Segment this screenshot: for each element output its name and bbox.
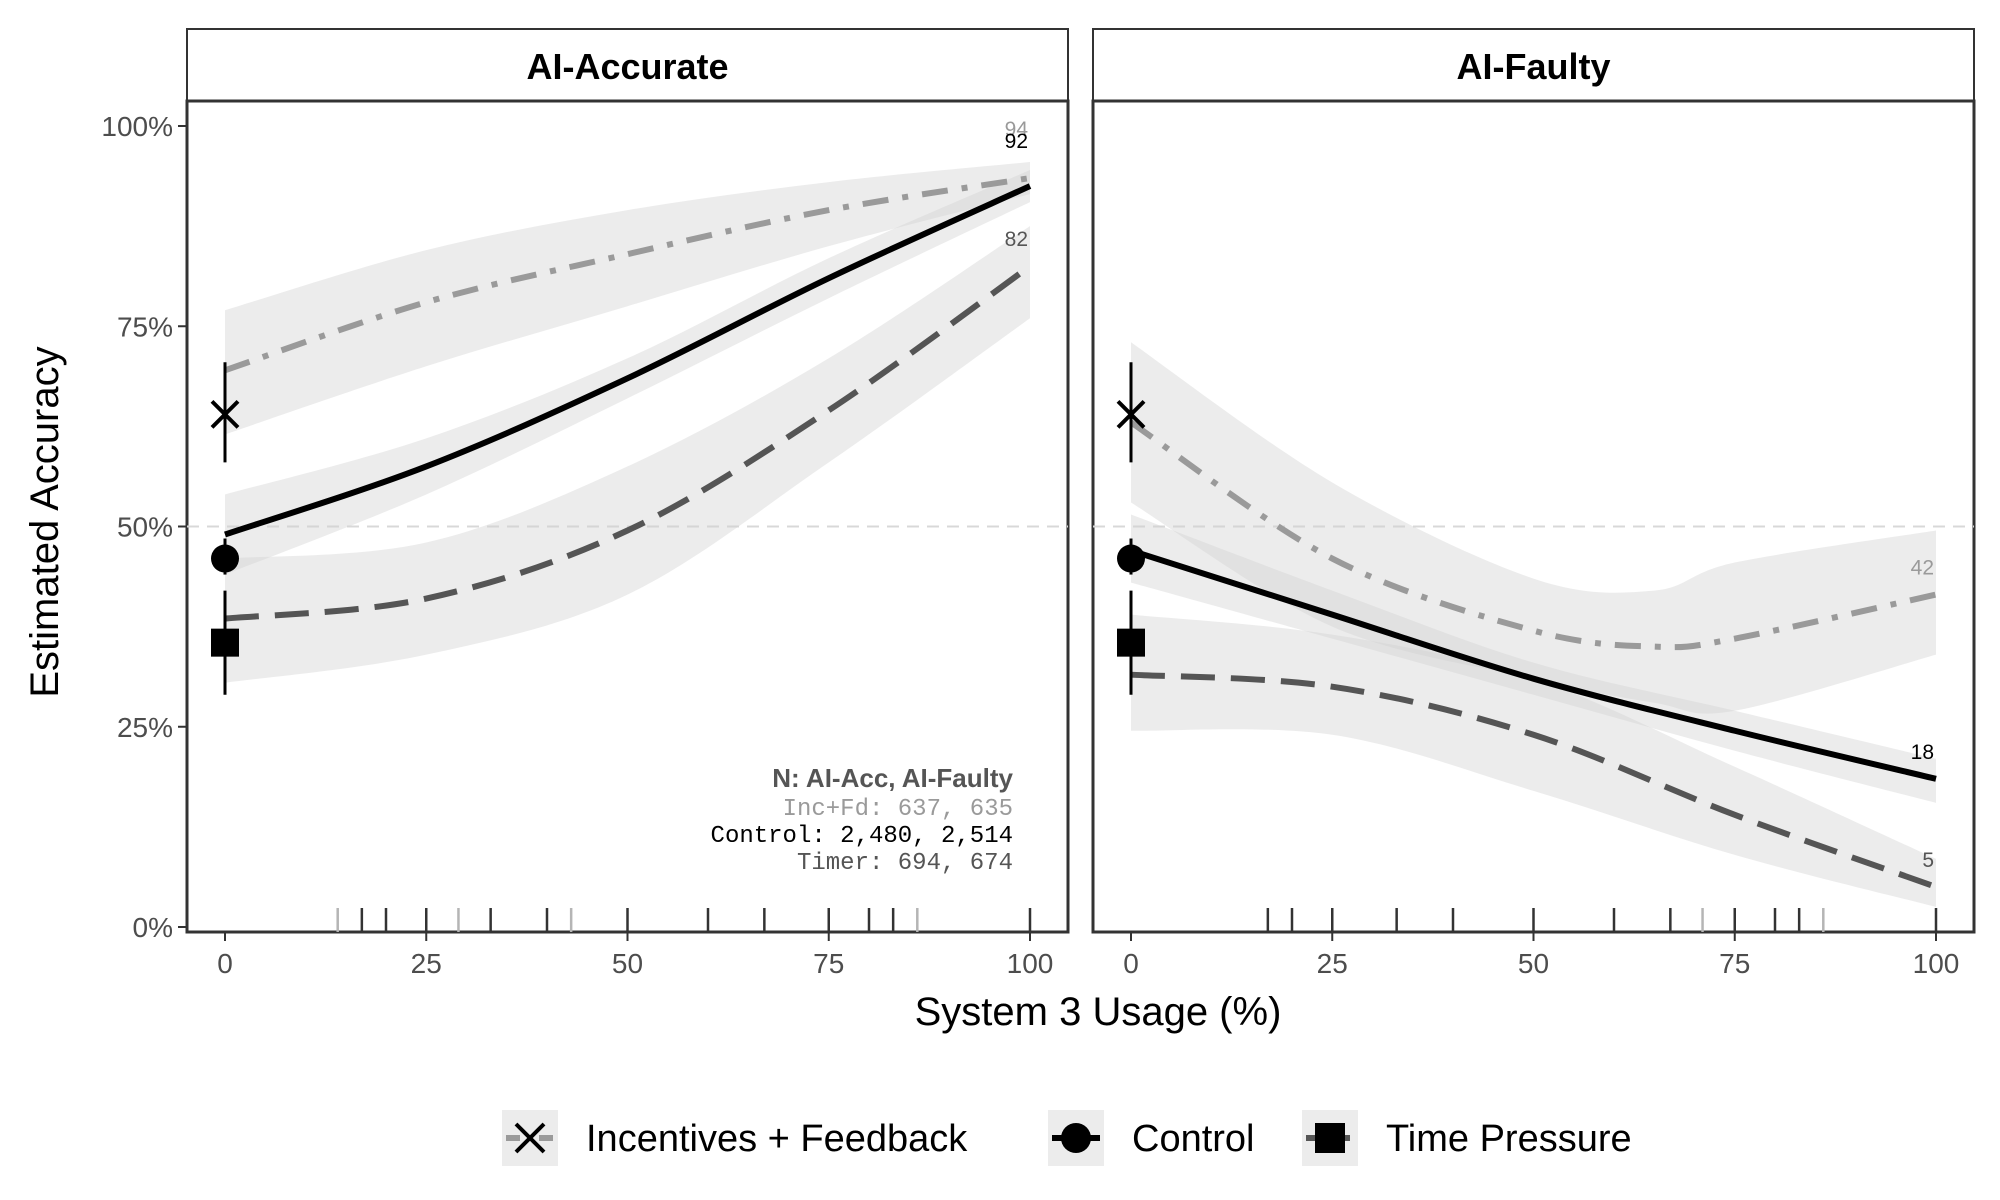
x-tick-label: 25 (411, 948, 442, 979)
series-line-control (224, 183, 1032, 538)
y-tick-label: 50% (117, 512, 173, 543)
confidence-bands (225, 162, 1030, 683)
legend-item-incentives: Incentives + Feedback (502, 1110, 968, 1166)
ci-band-incentives (1131, 342, 1936, 714)
series-line-incentives (224, 175, 1031, 374)
end-label-incentives: 42 (1911, 557, 1934, 580)
legend-item-timer: Time Pressure (1302, 1110, 1632, 1166)
end-label-incentives: 94 (1005, 118, 1029, 141)
rug-marks (1266, 908, 1938, 932)
y-tick-label: 25% (117, 712, 173, 743)
end-label-timer: 82 (1005, 228, 1028, 251)
n-table-row-incentives: Inc+Fd: 637, 635 (783, 796, 1013, 823)
x-tick-label: 0 (217, 948, 233, 979)
plot-area (185, 99, 1070, 934)
end-label-control: 18 (1911, 741, 1934, 764)
n-table-header: N: AI-Acc, AI-Faulty (772, 763, 1013, 793)
rug-marks (336, 908, 1032, 932)
panel-strip (186, 28, 1069, 102)
x-tick-label: 75 (813, 948, 844, 979)
x-icon (210, 399, 240, 429)
panel-title: AI-Faulty (1456, 46, 1610, 87)
legend-label: Incentives + Feedback (586, 1118, 968, 1160)
series-line-incentives (1129, 419, 1937, 651)
x-icon (1116, 399, 1146, 429)
legend-item-control: Control (1048, 1110, 1255, 1166)
legend-label: Control (1132, 1118, 1255, 1160)
panel-strip (1092, 28, 1975, 102)
plot-area (1091, 99, 1976, 934)
legend: Incentives + Feedback Control Time Pressur… (502, 1110, 1632, 1166)
square-icon (211, 628, 239, 657)
ci-band-timer (225, 226, 1030, 683)
x-tick-label: 100 (1007, 948, 1054, 979)
x-icon (514, 1122, 546, 1154)
end-label-control: 92 (1005, 130, 1028, 153)
x-tick-label: 75 (1719, 948, 1750, 979)
x-tick-label: 100 (1913, 948, 1960, 979)
y-tick-label: 75% (117, 311, 173, 342)
y-tick-label: 0% (133, 912, 173, 943)
series-line-timer (1130, 671, 1938, 890)
n-table-row-control: Control: 2,480, 2,514 (711, 823, 1013, 850)
panel-title: AI-Accurate (526, 46, 728, 87)
end-label-timer: 5 (1922, 849, 1934, 872)
x-stroke (210, 399, 240, 429)
series-line-control (1130, 547, 1937, 782)
x-tick-label: 25 (1317, 948, 1348, 979)
circle-icon (1061, 1123, 1091, 1153)
y-tick-label: 100% (101, 111, 173, 142)
legend-label: Time Pressure (1386, 1118, 1632, 1160)
x-tick-label: 50 (612, 948, 643, 979)
y-axis-label: Estimated Accuracy (23, 346, 67, 697)
square-icon (1117, 628, 1145, 657)
x-tick-label: 50 (1518, 948, 1549, 979)
x-stroke (1116, 399, 1146, 429)
series-line-timer (224, 263, 1032, 622)
ci-band-incentives (225, 162, 1030, 435)
circle-icon (1117, 544, 1145, 573)
x-stroke (514, 1122, 546, 1154)
n-table-row-timer: Timer: 694, 674 (797, 850, 1013, 877)
square-icon (1315, 1123, 1345, 1153)
x-axis-label: System 3 Usage (%) (915, 990, 1282, 1034)
ci-band-control (225, 170, 1030, 575)
x-tick-label: 0 (1123, 948, 1139, 979)
circle-icon (211, 544, 239, 573)
